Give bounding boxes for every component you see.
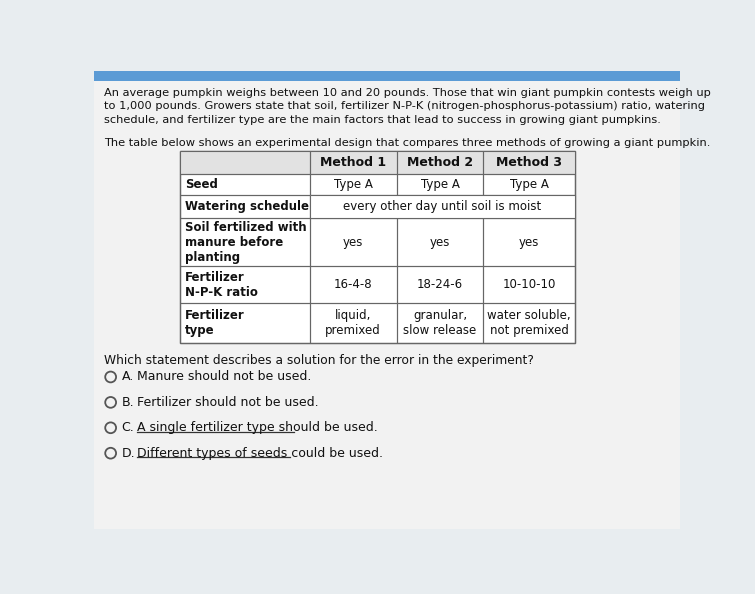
Bar: [94, 71, 680, 81]
Text: An average pumpkin weighs between 10 and 20 pounds. Those that win giant pumpkin: An average pumpkin weighs between 10 and…: [103, 89, 710, 125]
Bar: [180, 151, 575, 343]
Bar: [180, 195, 310, 219]
Text: The table below shows an experimental design that compares three methods of grow: The table below shows an experimental de…: [103, 137, 710, 147]
Bar: [483, 219, 575, 266]
Text: C.: C.: [122, 421, 134, 434]
Text: yes: yes: [430, 236, 450, 249]
Text: Seed: Seed: [185, 178, 218, 191]
Bar: [310, 303, 396, 343]
Bar: [396, 195, 483, 219]
Bar: [396, 151, 483, 173]
Bar: [483, 303, 575, 343]
Text: Watering schedule: Watering schedule: [185, 200, 309, 213]
Bar: [310, 151, 396, 173]
Text: Which statement describes a solution for the error in the experiment?: Which statement describes a solution for…: [103, 354, 534, 367]
Bar: [180, 303, 310, 343]
Bar: [396, 219, 483, 266]
Text: A.: A.: [122, 371, 134, 384]
Text: A single fertilizer type should be used.: A single fertilizer type should be used.: [137, 421, 378, 434]
Bar: [310, 266, 396, 303]
Bar: [310, 219, 396, 266]
Text: D.: D.: [122, 447, 135, 460]
Bar: [310, 195, 575, 219]
Bar: [180, 173, 310, 195]
Text: Fertilizer should not be used.: Fertilizer should not be used.: [137, 396, 319, 409]
Bar: [483, 266, 575, 303]
Text: B.: B.: [122, 396, 134, 409]
Bar: [310, 195, 575, 219]
Text: Type A: Type A: [421, 178, 460, 191]
Text: Type A: Type A: [510, 178, 549, 191]
Text: Method 3: Method 3: [496, 156, 562, 169]
Bar: [180, 151, 575, 173]
Bar: [180, 151, 310, 173]
Text: Manure should not be used.: Manure should not be used.: [137, 371, 311, 384]
Text: Fertilizer
N-P-K ratio: Fertilizer N-P-K ratio: [185, 271, 258, 299]
Bar: [180, 219, 310, 266]
Text: granular,
slow release: granular, slow release: [403, 309, 476, 337]
Bar: [310, 195, 396, 219]
Text: Fertilizer
type: Fertilizer type: [185, 309, 245, 337]
Bar: [483, 151, 575, 173]
Text: liquid,
premixed: liquid, premixed: [325, 309, 381, 337]
Bar: [483, 173, 575, 195]
Text: Method 1: Method 1: [320, 156, 387, 169]
Text: yes: yes: [343, 236, 363, 249]
Text: 18-24-6: 18-24-6: [417, 278, 463, 291]
Bar: [483, 195, 575, 219]
Text: every other day until soil is moist: every other day until soil is moist: [344, 200, 541, 213]
Text: water soluble,
not premixed: water soluble, not premixed: [487, 309, 571, 337]
Bar: [310, 173, 396, 195]
Bar: [396, 173, 483, 195]
Text: 10-10-10: 10-10-10: [503, 278, 556, 291]
Text: Different types of seeds could be used.: Different types of seeds could be used.: [137, 447, 383, 460]
Bar: [180, 266, 310, 303]
Bar: [396, 266, 483, 303]
Text: 16-4-8: 16-4-8: [334, 278, 372, 291]
Text: yes: yes: [519, 236, 539, 249]
Text: Soil fertilized with
manure before
planting: Soil fertilized with manure before plant…: [185, 221, 307, 264]
Text: Type A: Type A: [334, 178, 373, 191]
Bar: [396, 303, 483, 343]
Text: Method 2: Method 2: [407, 156, 473, 169]
